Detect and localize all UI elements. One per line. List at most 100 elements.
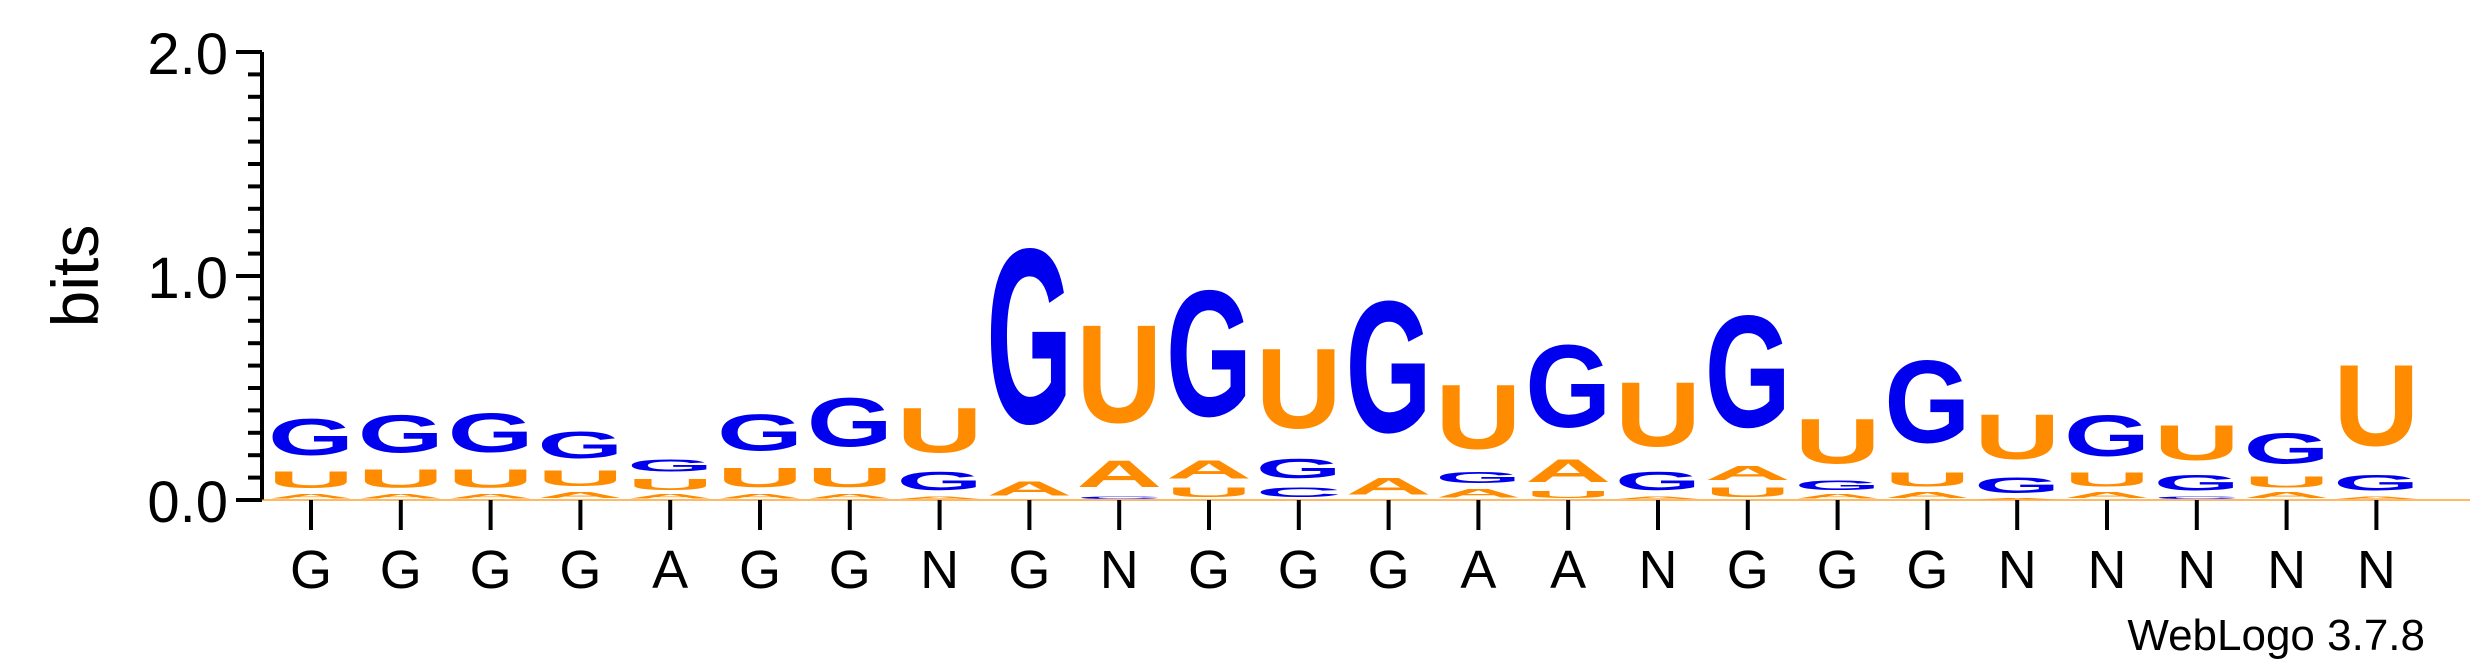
logo-letter-g: G [897,466,983,495]
logo-stack: UAG [1166,253,1252,500]
logo-letter-g: G [268,409,354,467]
position-label: G [1188,540,1230,600]
position-label: G [1008,540,1050,600]
logo-letter-u: U [1705,484,1791,500]
weblogo-credit: WebLogo 3.7.8 [2127,611,2425,660]
logo-letter-u: U [1795,406,1881,478]
logo-letter-a: A [1615,496,1701,500]
logo-stack: AUG [627,455,713,500]
logo-letter-a: A [1525,453,1611,489]
logo-letter-g: G [807,383,893,462]
position-label: G [470,540,512,600]
logo-letter-g: G [2244,424,2330,473]
position-label: G [1817,540,1859,600]
logo-stack: AUG [358,404,444,500]
logo-letter-a: A [897,496,983,500]
logo-letter-g: G [358,404,444,464]
logo-letter-u: U [897,395,983,467]
logo-letter-a: A [1974,498,2060,500]
logo-stack: AGU [897,395,983,500]
position-label: N [920,540,959,600]
logo-letter-u: U [1076,295,1162,452]
position-label: G [829,540,871,600]
logo-stacks: AUGAUGAUGAUGAUGAUGAUGAGUAGCAUUAGCGUAGAGU… [268,196,2419,500]
logo-letter-a: A [1705,462,1791,484]
logo-letter-a: A [986,478,1072,500]
logo-stack: AGU [1974,401,2060,500]
y-tick-label: 1.0 [147,246,228,311]
logo-stack: UAG [1525,322,1611,500]
logo-stack: AUG [2064,403,2150,500]
position-label: A [1460,540,1496,600]
logo-letter-g: G [1795,478,1881,494]
position-label: G [290,540,332,600]
position-label: N [1100,540,1139,600]
logo-letter-u: U [2154,415,2240,471]
logo-letter-g: G [1705,284,1791,462]
logo-letter-g: G [2333,471,2419,496]
logo-letter-u: U [537,466,623,491]
position-label: N [1998,540,2037,600]
logo-letter-a: A [2064,491,2150,500]
logo-letter-u: U [1615,363,1701,466]
logo-letter-g: G [537,424,623,467]
logo-letter-a: A [1795,493,1881,500]
logo-stack: AUG [2244,424,2330,500]
logo-stack: AUG [717,404,803,500]
logo-letter-a: A [1884,491,1970,500]
logo-letter-g: G [627,455,713,475]
position-label: A [652,540,688,600]
logo-letter-g: G [1346,261,1432,472]
logo-letter-g: G [2064,403,2150,468]
logo-stack: AG [1346,261,1432,500]
position-label: N [2177,540,2216,600]
logo-letter-g: G [2154,471,2240,496]
position-label: G [559,540,601,600]
y-tick-label: 2.0 [147,22,228,87]
logo-letter-a: A [1346,473,1432,500]
logo-letter-a: A [2333,496,2419,500]
logo-stack: AGU [1435,365,1521,500]
logo-stack: AUG [1884,337,1970,500]
logo-letter-a: A [537,491,623,500]
logo-letter-g: G [1974,473,2060,498]
position-label: G [739,540,781,600]
logo-letter-u: U [1525,489,1611,500]
logo-letter-a: A [1435,486,1521,499]
y-tick-label: 0.0 [147,470,228,535]
position-label: N [1639,540,1678,600]
logo-letter-a: A [717,493,803,500]
logo-letter-g: G [986,196,1072,475]
logo-letter-u: U [1256,324,1342,452]
position-label: N [2267,540,2306,600]
logo-letter-a: A [807,493,893,500]
logo-letter-u: U [2333,341,2419,470]
logo-stack: AUG [448,401,534,500]
position-label: N [2357,540,2396,600]
logo-letter-g: G [1166,253,1252,454]
logo-letter-u: U [2244,473,2330,491]
logo-letter-g: G [448,401,534,464]
logo-letter-g: G [1256,453,1342,484]
y-axis-ticks [236,50,262,502]
logo-stack: CAU [1076,295,1162,500]
logo-letter-g: G [717,404,803,462]
position-label: A [1550,540,1586,600]
logo-letter-u: U [627,475,713,493]
logo-stack: AGU [1795,406,1881,500]
position-label: G [1906,540,1948,600]
logo-letter-g: G [1615,466,1701,495]
logo-letter-a: A [358,493,444,500]
logo-stack: AUG [807,383,893,500]
position-label: G [1368,540,1410,600]
logo-letter-u: U [1435,365,1521,468]
logo-stack: CGU [2154,415,2240,500]
logo-letter-a: A [268,493,354,500]
position-label: G [1278,540,1320,600]
logo-letter-a: A [448,493,534,500]
logo-stack: AUG [537,424,623,500]
logo-stack: CGU [1256,324,1342,500]
logo-stack: UAG [1705,284,1791,500]
logo-letter-g: G [1435,469,1521,487]
